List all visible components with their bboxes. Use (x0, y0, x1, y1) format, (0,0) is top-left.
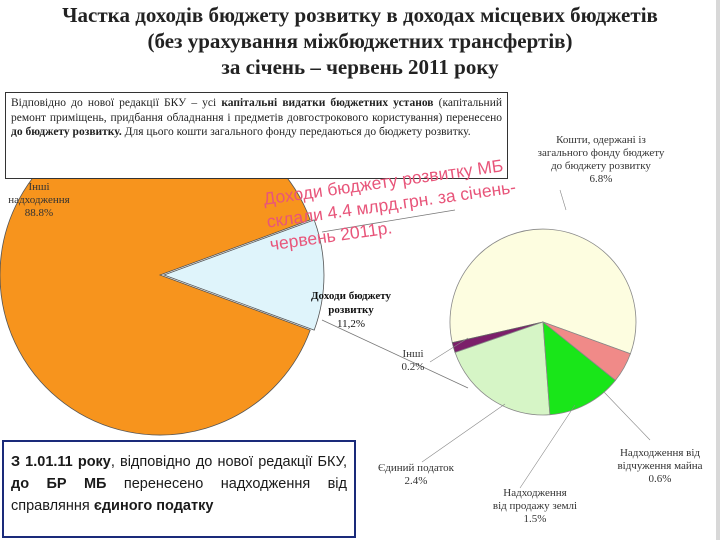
label-transfer-value: 6.8% (589, 173, 613, 185)
note-bold-1: капітальні видатки бюджетних установ (221, 97, 434, 109)
note-box: Відповідно до нової редакції БКУ – усі к… (5, 92, 508, 179)
pie-slice-general-fund-transfer (449, 228, 637, 355)
note-text-3: Для цього кошти загального фонду передаю… (121, 126, 471, 138)
label-other-income-name: Інші надходження (8, 181, 70, 206)
label-single-tax-value: 2.4% (404, 475, 428, 487)
label-development-line-2: розвитку (328, 304, 374, 316)
note-bold-2: до бюджету розвитку. (11, 126, 122, 138)
label-other-income-value: 88.8% (24, 207, 54, 219)
bottom-note-text-1: , відповідно до нової редакції БКУ, (110, 454, 347, 470)
note-text-1: Відповідно до нової редакції БКУ – усі (11, 97, 222, 109)
label-transfer-line-2: загального фонду бюджету (537, 147, 665, 159)
label-transfer-line-1: Кошти, одержані із (556, 134, 646, 146)
label-transfer-line-3: до бюджету розвитку (551, 160, 651, 172)
leader-property (603, 391, 651, 441)
title-line-1: Частка доходів бюджету розвитку в дохода… (62, 3, 658, 27)
label-other-name: Інші (402, 348, 424, 360)
leader-single-tax (421, 403, 506, 463)
label-land-value: 1.5% (523, 513, 547, 525)
leader-land (519, 404, 576, 489)
bottom-note-box: З 1.01.11 року, відповідно до нової реда… (2, 440, 356, 538)
right-edge-strip (716, 0, 720, 540)
label-single-tax-name: Єдиний податок (378, 462, 454, 474)
pie-slice-single-tax (454, 321, 551, 416)
label-property-line-2: відчуження майна (617, 460, 703, 472)
label-land-line-2: від продажу землі (492, 500, 578, 512)
label-property: Надходження від відчуження майна 0.6% (604, 447, 716, 486)
bottom-note-bold-3: єдиного податку (93, 498, 214, 514)
label-development-line-1: Доходи бюджету (310, 290, 392, 302)
bottom-note-text-2: перенесено надходження від справляння (11, 476, 347, 514)
bottom-note-bold-2: до БР МБ (11, 476, 107, 492)
label-single-tax: Єдиний податок 2.4% (366, 462, 466, 488)
label-property-value: 0.6% (648, 473, 672, 485)
pie-slice-development-income (162, 219, 325, 331)
label-land: Надходження від продажу землі 1.5% (476, 487, 594, 526)
label-other-value: 0.2% (401, 361, 425, 373)
label-other: Інші 0.2% (390, 348, 436, 374)
leader-transfer (559, 189, 567, 211)
label-development-value: 11,2% (336, 318, 365, 330)
connector-line-top (321, 209, 456, 233)
label-transfer: Кошти, одержані із загального фонду бюдж… (532, 134, 670, 186)
label-other-income: Інші надходження 88.8% (4, 181, 74, 220)
label-property-line-1: Надходження від (619, 447, 701, 459)
title-line-3: за січень – червень 2011 року (221, 55, 499, 79)
label-land-line-1: Надходження (503, 487, 567, 499)
pie-slice-property-sale (542, 321, 631, 381)
connector-line-bottom (321, 319, 469, 389)
pie-slice-land-sale (542, 321, 617, 416)
bottom-note-bold-1: З 1.01.11 року (11, 454, 111, 470)
title-line-2: (без урахування міжбюджетних трансфертів… (147, 29, 573, 53)
leader-other (429, 337, 469, 363)
note-text-2: (капітальний ремонт приміщень, придбання… (11, 97, 503, 124)
label-development-income: Доходи бюджету розвитку 11,2% (302, 289, 400, 331)
